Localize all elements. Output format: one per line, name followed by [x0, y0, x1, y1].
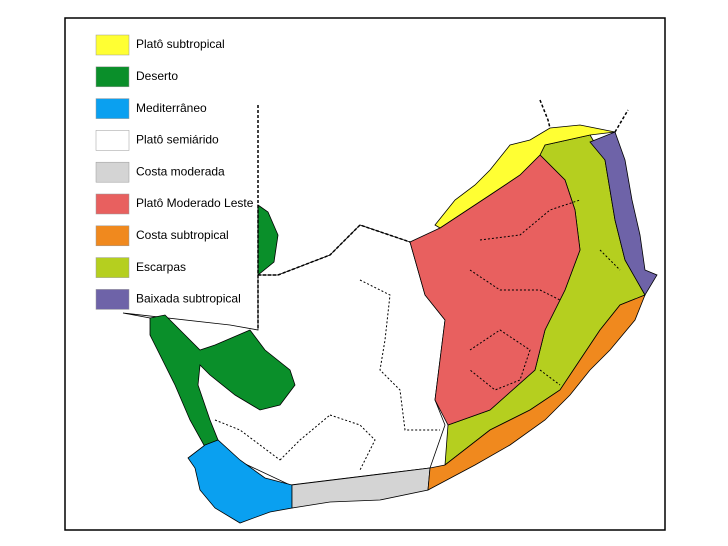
- legend-swatch: [95, 193, 130, 215]
- legend: Platô subtropical Deserto Mediterrâneo Plat…: [95, 34, 254, 310]
- border: [258, 224, 411, 276]
- legend-label: Baixada subtropical: [136, 292, 241, 306]
- legend-swatch: [95, 34, 130, 56]
- legend-label: Costa moderada: [136, 164, 225, 178]
- legend-label: Platô Moderado Leste: [136, 196, 254, 210]
- legend-label: Costa subtropical: [136, 228, 229, 242]
- legend-label: Platô semiárido: [136, 133, 219, 147]
- legend-swatch: [95, 257, 130, 278]
- legend-swatch: [95, 66, 130, 88]
- region-subtropical-lowland: [589, 131, 658, 296]
- border: [539, 99, 629, 133]
- frame: [64, 17, 666, 531]
- region-desert: [149, 314, 296, 448]
- province-line: [214, 199, 621, 471]
- legend-label: Escarpas: [136, 260, 186, 274]
- legend-swatch: [95, 130, 130, 151]
- legend-swatch: [95, 225, 130, 247]
- legend-swatch: [95, 161, 130, 183]
- legend-swatch: [95, 98, 130, 119]
- region-subtropical-coast: [427, 294, 646, 491]
- region-desert: [257, 204, 279, 276]
- legend-label: Mediterrâneo: [136, 101, 207, 115]
- legend-label: Platô subtropical: [136, 37, 225, 51]
- region-mediterranean: [187, 439, 293, 524]
- legend-swatch: [95, 289, 130, 310]
- legend-label: Deserto: [136, 69, 178, 83]
- region-subtropical-plateau: [434, 124, 616, 229]
